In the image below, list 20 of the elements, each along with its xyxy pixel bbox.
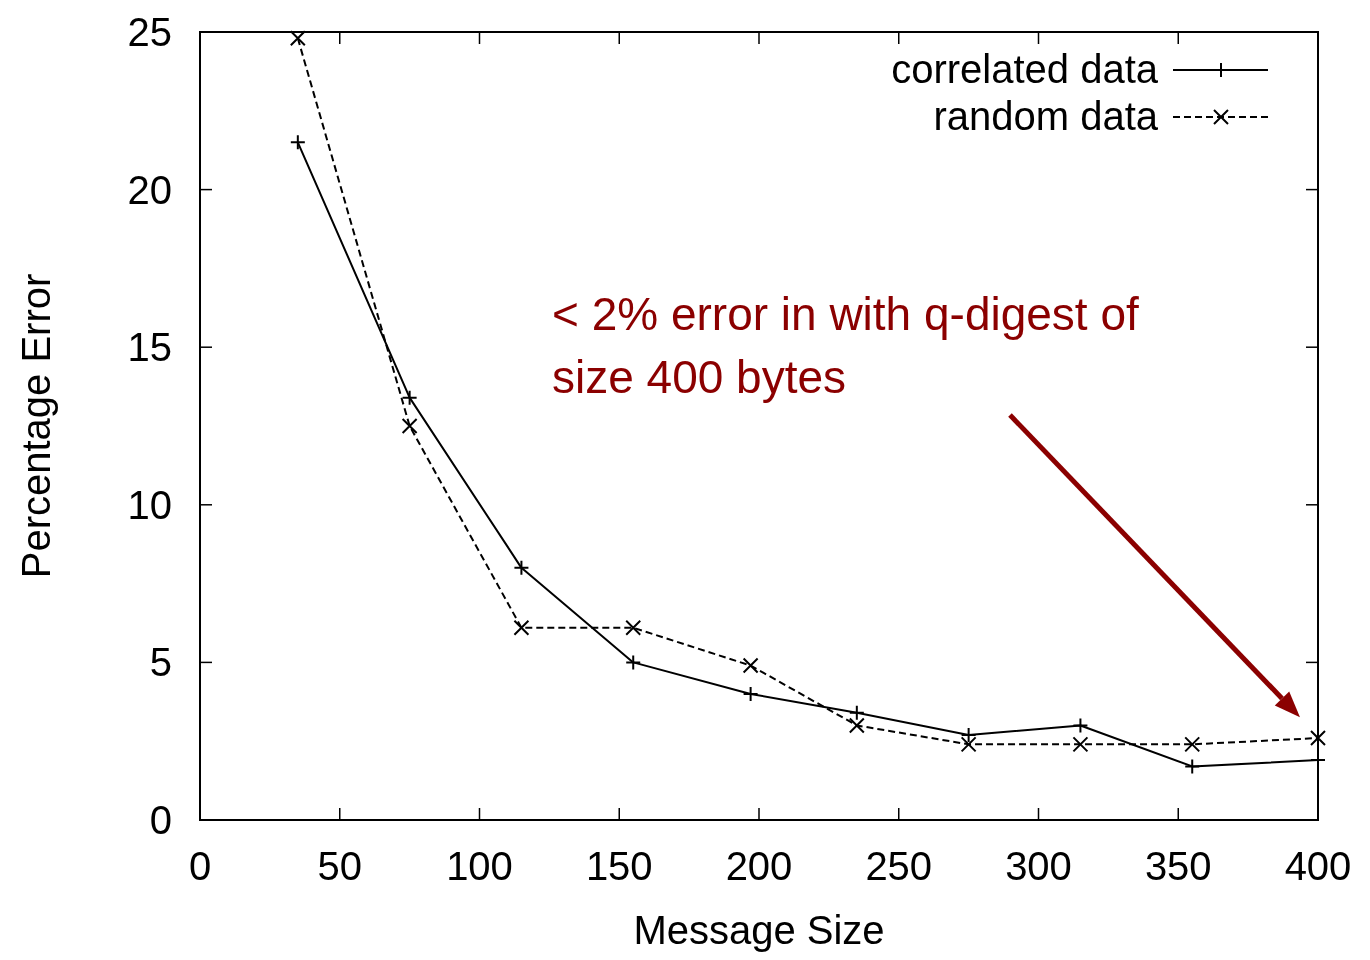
x-tick-label: 200 bbox=[725, 844, 793, 888]
x-tick-label: 400 bbox=[1284, 844, 1352, 888]
x-tick-label: 350 bbox=[1144, 844, 1212, 888]
x-tick-label: 0 bbox=[188, 844, 212, 888]
y-tick-label: 5 bbox=[149, 640, 172, 685]
x-tick-label: 150 bbox=[585, 844, 653, 888]
x-tick-label: 50 bbox=[317, 844, 362, 888]
legend-label: correlated data bbox=[891, 47, 1159, 91]
y-tick-label: 20 bbox=[127, 167, 172, 212]
annotation: < 2% error in with q-digest of size 400 bytes bbox=[552, 288, 1139, 403]
legend-label: random data bbox=[933, 94, 1159, 138]
y-tick-label: 25 bbox=[127, 10, 172, 54]
x-tick-label: 100 bbox=[446, 844, 513, 888]
y-axis-title: Percentage Error bbox=[14, 273, 58, 579]
y-tick-label: 15 bbox=[127, 325, 172, 370]
y-tick-label: 10 bbox=[127, 482, 172, 527]
y-tick-label: 0 bbox=[149, 798, 172, 842]
x-axis-title: Message Size bbox=[633, 908, 885, 952]
x-tick-label: 300 bbox=[1005, 844, 1072, 888]
x-tick-label: 250 bbox=[865, 844, 933, 888]
